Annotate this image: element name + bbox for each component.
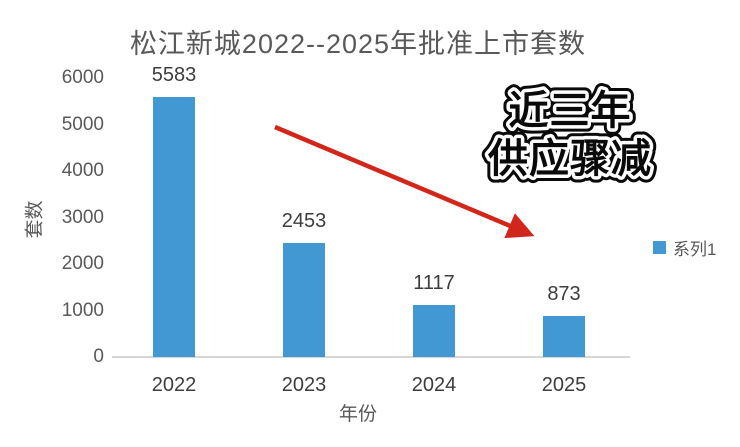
x-axis-label-2024: 2024 [411,374,457,396]
annotation-line2-outline: 供应骤减 [488,137,652,181]
y-tick-label-5000: 5000 [61,113,104,135]
legend-swatch-icon [653,241,666,254]
bar-2023 [283,243,325,357]
y-tick-label-0: 0 [93,346,104,367]
bar-2025 [543,316,585,357]
y-tick-label-1000: 1000 [61,299,104,321]
chart-title: 松江新城2022--2025年批准上市套数 [129,29,587,59]
y-tick-label-6000: 6000 [61,67,104,88]
bar-value-2022: 5583 [151,64,197,86]
annotation-line1-outline: 近三年 [509,89,632,133]
x-axis-label-2022: 2022 [151,374,197,396]
bar-value-2023: 2453 [281,210,327,232]
bar-2024 [413,305,455,357]
x-axis-title: 年份 [338,404,377,425]
bar-value-2025: 873 [547,283,581,305]
y-tick-label-4000: 4000 [61,160,104,181]
annotation-line1: 近三年 [509,89,632,133]
legend: 系列1 [653,235,716,260]
x-axis-line [112,356,630,358]
annotation-line2: 供应骤减 [488,137,652,181]
x-axis-label-2023: 2023 [281,374,327,396]
legend-label: 系列1 [673,240,717,259]
x-axis-label-2025: 2025 [541,374,587,396]
bar-2022 [153,97,195,357]
y-tick-label-2000: 2000 [61,253,104,274]
bar-value-2024: 1117 [413,272,455,294]
y-tick-label-3000: 3000 [61,206,104,228]
